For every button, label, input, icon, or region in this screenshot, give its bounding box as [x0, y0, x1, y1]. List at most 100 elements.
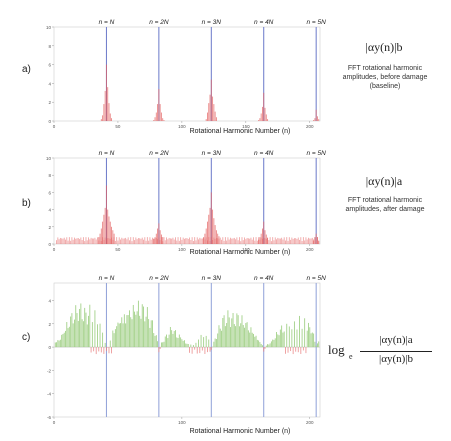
chart-b-bar — [109, 238, 111, 244]
chart-a-bar — [153, 120, 155, 121]
chart-c-bar — [296, 329, 298, 348]
chart-c-bar — [306, 330, 308, 348]
chart-c-bar — [237, 315, 239, 348]
chart-c-bar — [185, 343, 187, 348]
chart-b-bar — [171, 238, 173, 244]
chart-b-bar — [181, 239, 183, 244]
chart-b-bar — [254, 240, 256, 244]
chart-b-bar — [91, 238, 93, 244]
chart-c-bar — [155, 335, 157, 348]
chart-b-bar — [265, 239, 267, 244]
chart-a-bar — [315, 109, 317, 121]
chart-b-bar — [276, 239, 277, 244]
chart-c-bar — [140, 318, 142, 348]
chart-b-bar — [218, 238, 220, 244]
chart-c-bar — [74, 319, 75, 348]
chart-b-bar — [207, 240, 208, 244]
chart-c-bar — [84, 307, 86, 348]
chart-c-bar — [318, 341, 320, 348]
chart-b-bar — [217, 238, 219, 244]
chart-c-bar — [309, 327, 311, 348]
chart-c-bar — [132, 304, 134, 348]
chart-b-bar — [175, 237, 176, 244]
chart-b-bar — [157, 228, 159, 244]
chart-c-bar — [158, 347, 160, 353]
chart-b-bar — [167, 239, 169, 244]
chart-c-bar — [99, 323, 101, 348]
chart-b-bar — [212, 209, 214, 244]
chart-b-bar — [262, 238, 263, 244]
chart-b-bar — [264, 238, 266, 244]
chart-c-bar — [183, 340, 185, 348]
chart-b-bar — [230, 237, 231, 244]
chart-c-bar — [214, 338, 216, 348]
chart-b-bar — [100, 228, 102, 244]
chart-b-bar — [213, 237, 215, 244]
chart-a-bar — [260, 113, 262, 121]
chart-c-bar — [207, 347, 208, 353]
chart-c-bar — [316, 343, 318, 348]
chart-a-bar — [313, 120, 315, 121]
chart-c-bar — [299, 315, 300, 348]
chart-b-bar — [102, 237, 104, 244]
chart-b-bar — [104, 237, 106, 244]
chart-b-ytick-3: 6 — [48, 190, 51, 195]
chart-a-bar — [259, 118, 261, 121]
chart-c-bar — [263, 347, 265, 352]
chart-c-bar — [181, 339, 183, 348]
chart-c-bar — [136, 311, 138, 348]
chart-b-bar — [126, 239, 128, 244]
chart-c-bar — [167, 338, 169, 348]
chart-c-bar — [313, 333, 315, 348]
chart-a-bar — [100, 119, 102, 121]
chart-b-bar — [227, 237, 229, 244]
chart-b-bar — [260, 233, 262, 244]
chart-c-bar — [235, 326, 237, 348]
chart-c-bar — [139, 315, 141, 348]
chart-b-bar — [195, 240, 197, 244]
chart-c-bar — [290, 347, 292, 352]
chart-b-bar — [205, 228, 207, 244]
chart-c-bar — [82, 321, 84, 348]
chart-b-bar — [297, 237, 299, 244]
chart-c-bar — [113, 333, 115, 348]
chart-b-bar — [268, 240, 270, 244]
chart-c-bar — [123, 314, 125, 348]
chart-c-bar — [291, 329, 293, 348]
chart-c-bar — [126, 315, 128, 348]
chart-b-bar — [103, 239, 105, 244]
chart-c-bar — [121, 317, 123, 348]
chart-b-bar — [306, 239, 308, 244]
chart-a-bar — [314, 118, 316, 121]
chart-c-bar — [94, 310, 96, 348]
panel-a-letter: a) — [22, 64, 31, 75]
chart-b-bar — [203, 237, 205, 244]
chart-a-bar — [205, 119, 207, 121]
chart-b-bar — [186, 238, 188, 244]
chart-c-bar — [217, 333, 219, 348]
chart-b-harmonic-label-1: n = 2N — [149, 150, 169, 157]
chart-b-bar — [187, 239, 189, 244]
chart-c-bar — [190, 344, 192, 348]
chart-a-bar — [213, 104, 215, 121]
chart-b-bar — [183, 238, 185, 244]
chart-b-bar — [152, 237, 153, 244]
chart-c-bar — [236, 313, 238, 348]
chart-c-bar — [262, 345, 263, 348]
chart-c-xtick-1: 100 — [178, 420, 186, 425]
chart-c-bar — [273, 339, 275, 348]
chart-a-bar — [267, 119, 269, 121]
chart-c-bar — [89, 304, 91, 348]
chart-b-bar — [166, 237, 167, 244]
chart-c-bar — [103, 347, 105, 354]
chart-a-bar — [155, 112, 157, 121]
chart-c-bar — [260, 343, 262, 348]
chart-c-bar — [268, 344, 270, 348]
chart-c-bar — [105, 347, 107, 352]
chart-c-bar — [283, 331, 285, 348]
chart-a-harmonic-label-1: n = 2N — [149, 19, 169, 26]
chart-a-bar — [209, 94, 211, 121]
chart-b-bar — [282, 239, 284, 244]
chart-a-bar — [264, 107, 266, 121]
chart-b-bar — [293, 238, 295, 244]
